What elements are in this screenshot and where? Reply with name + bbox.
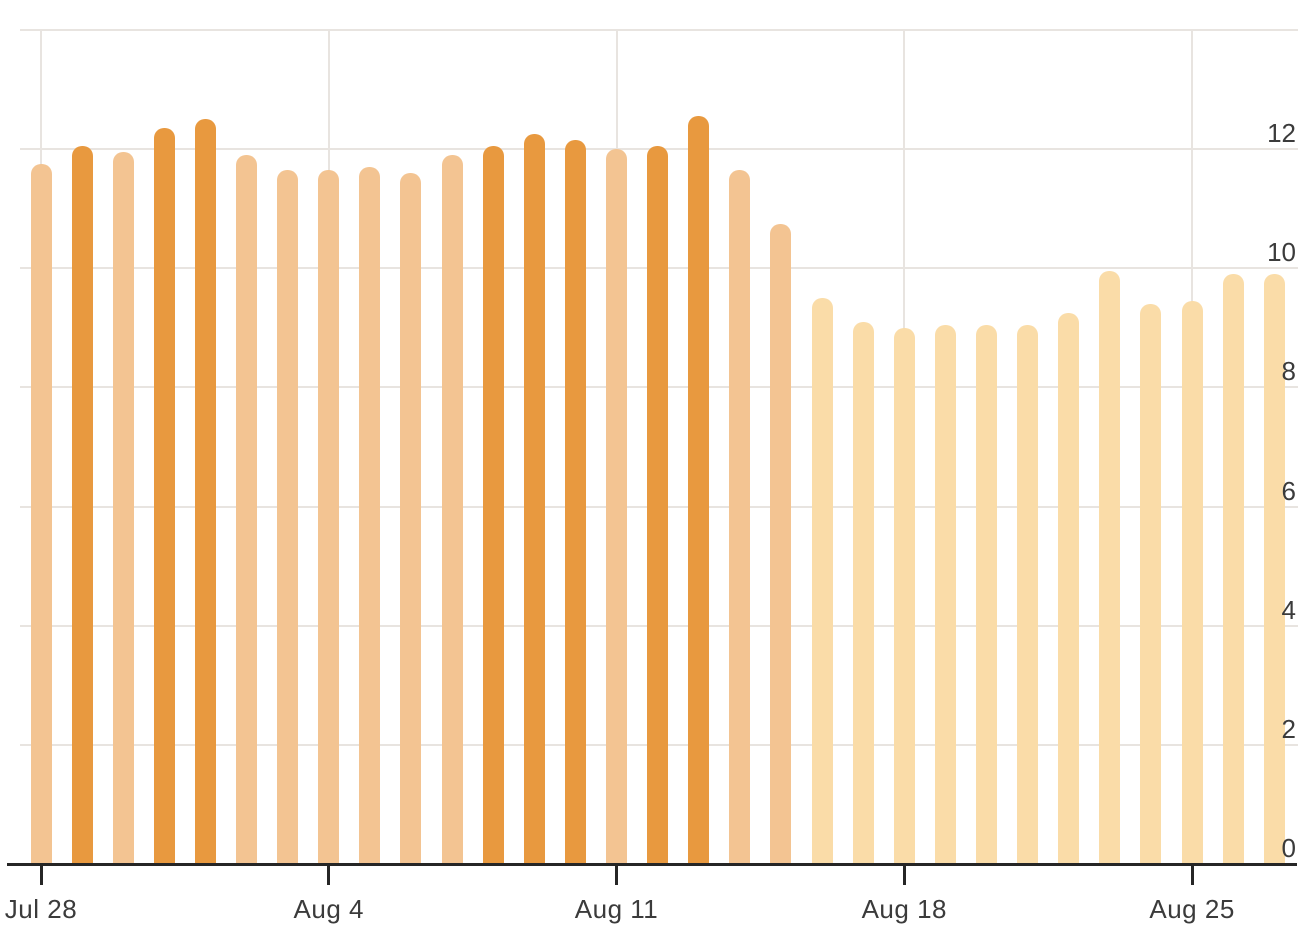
x-tick-aug-11	[615, 866, 619, 885]
bar-aug-22	[1058, 313, 1080, 864]
bar-aug-1	[194, 119, 216, 864]
bar-aug-8	[482, 146, 504, 864]
x-tick-jul-28	[39, 866, 43, 885]
x-tick-aug-4	[327, 866, 331, 885]
bar-jul-28	[30, 164, 52, 864]
x-tick-aug-25	[1190, 866, 1194, 885]
bar-aug-17	[852, 322, 874, 864]
bar-aug-18	[893, 328, 915, 864]
bar-aug-6	[400, 173, 422, 864]
x-axis-label-aug-25: Aug 25	[1149, 894, 1235, 924]
y-axis-label-2: 2	[1281, 713, 1296, 744]
bar-jul-31	[153, 128, 175, 864]
bar-aug-15	[770, 224, 792, 864]
bar-aug-21	[1017, 325, 1039, 864]
bar-aug-5	[359, 167, 381, 864]
bar-jul-30	[112, 152, 134, 864]
y-axis-label-0: 0	[1281, 833, 1296, 863]
bar-aug-23	[1099, 271, 1121, 864]
y-axis-label-10: 10	[1267, 237, 1296, 268]
bar-aug-24	[1140, 304, 1162, 864]
bar-aug-16	[811, 298, 833, 864]
bar-aug-25	[1181, 301, 1203, 864]
x-axis-label-aug-11: Aug 11	[574, 894, 659, 924]
bar-aug-14	[729, 170, 751, 864]
bar-aug-20	[976, 325, 998, 864]
bar-aug-11	[606, 149, 628, 864]
bar-aug-4	[318, 170, 340, 864]
y-axis-label-4: 4	[1281, 594, 1296, 625]
h-gridline-14	[20, 29, 1298, 31]
bar-aug-27	[1263, 274, 1285, 864]
x-axis-line	[7, 863, 1297, 866]
bar-aug-7	[441, 155, 463, 864]
bar-aug-3	[277, 170, 299, 864]
bar-aug-10	[564, 140, 586, 864]
bar-aug-9	[523, 134, 545, 864]
x-axis-label-jul-28: Jul 28	[4, 894, 78, 924]
bar-jul-29	[71, 146, 93, 864]
x-axis-label-aug-4: Aug 4	[293, 894, 364, 924]
x-tick-aug-18	[902, 866, 906, 885]
bar-aug-2	[236, 155, 258, 864]
bar-aug-26	[1222, 274, 1244, 864]
x-axis-label-aug-18: Aug 18	[861, 894, 947, 924]
bar-aug-19	[934, 325, 956, 864]
y-axis-label-12: 12	[1267, 118, 1296, 149]
y-axis-label-6: 6	[1281, 475, 1296, 506]
y-axis-label-8: 8	[1281, 356, 1296, 387]
bar-aug-13	[688, 116, 710, 864]
bar-aug-12	[647, 146, 669, 864]
